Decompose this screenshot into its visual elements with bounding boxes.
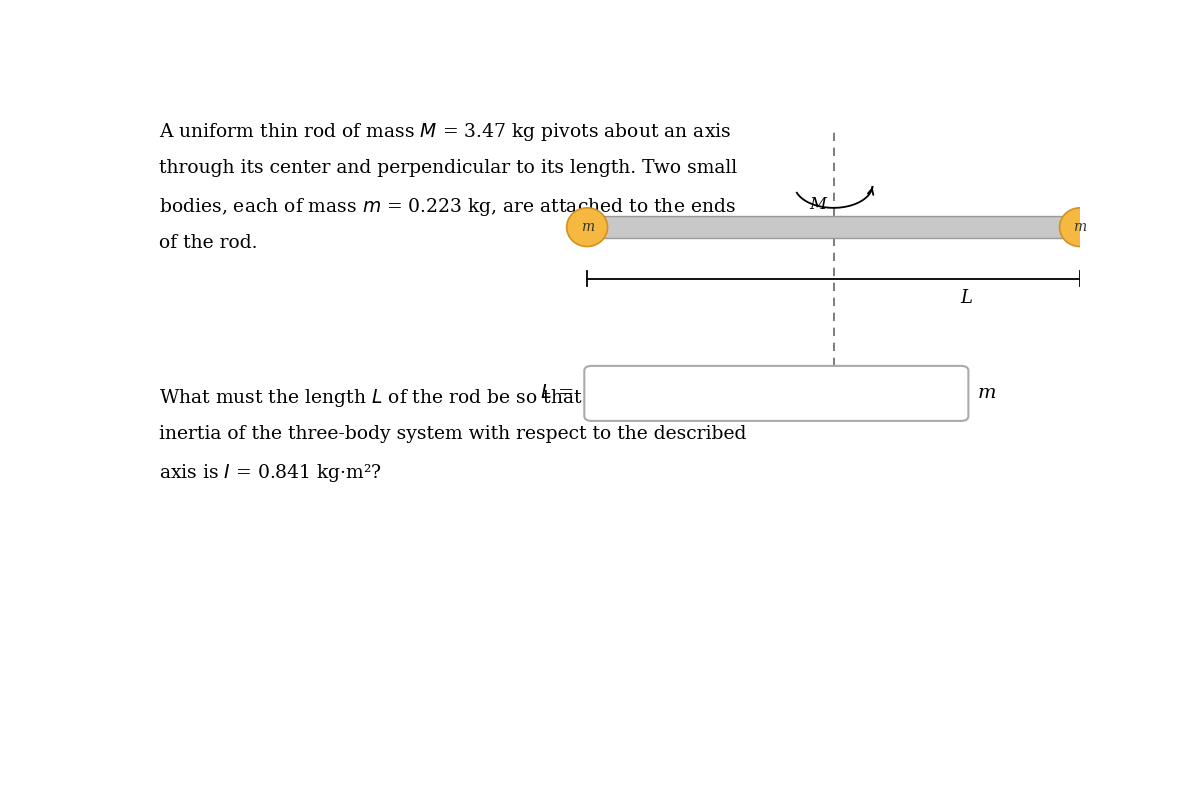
Text: M: M [809,196,826,214]
Text: $L$ =: $L$ = [540,385,574,403]
Ellipse shape [566,208,607,246]
Bar [587,217,1080,238]
Text: through its center and perpendicular to its length. Two small: through its center and perpendicular to … [160,159,738,177]
Text: L: L [960,290,972,308]
Text: What must the length $L$ of the rod be so that the moment of: What must the length $L$ of the rod be s… [160,387,728,409]
Ellipse shape [1060,208,1100,246]
FancyBboxPatch shape [584,366,968,421]
Text: m: m [1074,220,1086,234]
Text: bodies, each of mass $m$ = 0.223 kg, are attached to the ends: bodies, each of mass $m$ = 0.223 kg, are… [160,196,737,218]
Text: inertia of the three-body system with respect to the described: inertia of the three-body system with re… [160,425,746,443]
Text: A uniform thin rod of mass $M$ = 3.47 kg pivots about an axis: A uniform thin rod of mass $M$ = 3.47 kg… [160,122,732,144]
Text: of the rod.: of the rod. [160,234,258,252]
Text: axis is $I$ = 0.841 kg·m²?: axis is $I$ = 0.841 kg·m²? [160,462,382,484]
Text: m: m [978,385,996,403]
Text: m: m [581,220,594,234]
